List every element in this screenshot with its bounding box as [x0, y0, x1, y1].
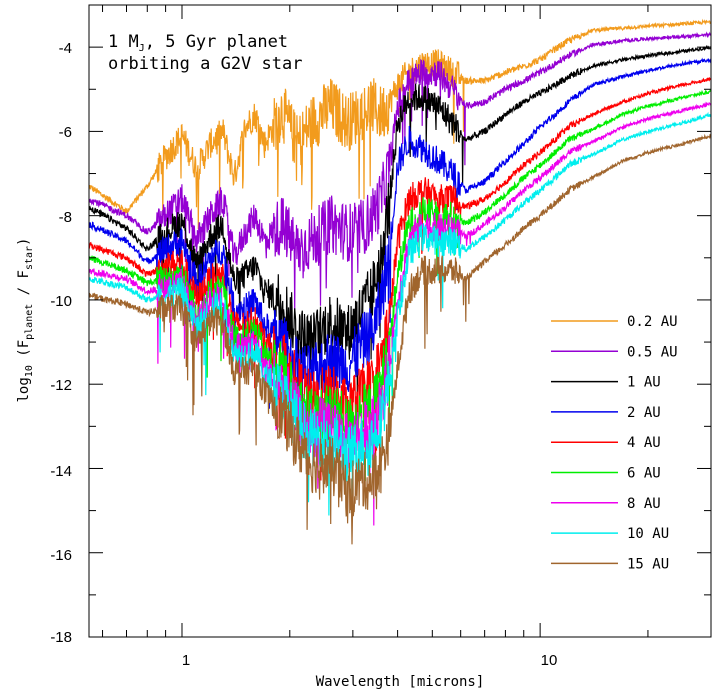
legend-label: 8 AU — [627, 496, 661, 512]
y-tick-label: -8 — [59, 209, 72, 226]
series-line-2-au — [89, 57, 711, 443]
y-tick-label: -6 — [59, 124, 72, 141]
series-line-10-au — [89, 111, 711, 516]
series-line-1-au — [89, 44, 711, 394]
y-tick-label: -12 — [50, 377, 72, 394]
annotation-line-2: orbiting a G2V star — [108, 54, 302, 74]
y-tick-label: -10 — [50, 293, 72, 310]
series-line-4-au — [89, 77, 711, 481]
legend-label: 0.2 AU — [627, 314, 678, 330]
legend-label: 0.5 AU — [627, 344, 678, 360]
plot-frame — [88, 4, 712, 638]
legend-label: 1 AU — [627, 375, 661, 391]
legend: 0.2 AU 0.5 AU 1 AU 2 AU 4 AU 6 AU 8 AU 10 AU 15 … — [551, 314, 678, 572]
x-tick-label-10: 10 — [541, 652, 558, 669]
y-tick-label: -4 — [59, 40, 72, 57]
annotation-line-1: 1 MJ, 5 Gyr planet — [108, 32, 288, 54]
tick-layer — [89, 4, 712, 638]
y-axis-label: log10 (Fplanet / Fstar) — [16, 237, 35, 402]
legend-label: 10 AU — [627, 526, 669, 542]
series-layer — [89, 18, 711, 545]
legend-label: 15 AU — [627, 556, 669, 572]
legend-label: 2 AU — [627, 405, 661, 421]
y-tick-label: -18 — [50, 629, 72, 646]
series-line-15-au — [89, 133, 711, 545]
y-tick-label: -16 — [50, 547, 72, 564]
y-tick-label: -14 — [50, 463, 72, 480]
x-axis-label: Wavelength [microns] — [316, 674, 485, 690]
legend-label: 4 AU — [627, 435, 661, 451]
x-tick-label-1: 1 — [182, 652, 190, 669]
legend-label: 6 AU — [627, 466, 661, 482]
